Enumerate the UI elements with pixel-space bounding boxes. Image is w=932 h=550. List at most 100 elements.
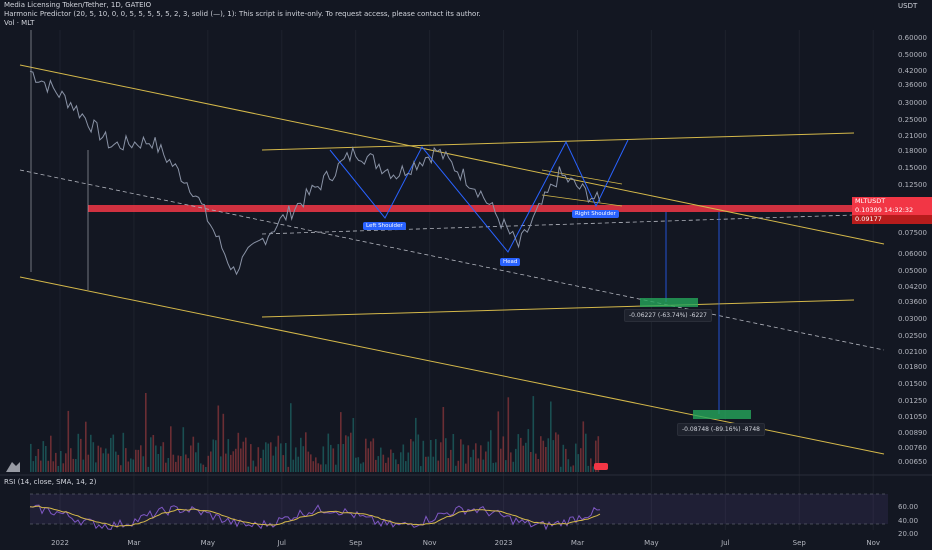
volume-bar [112, 434, 115, 472]
target1-measure: -0.06227 (-63.74%) -6227 [624, 309, 712, 322]
volume-bar [160, 446, 162, 472]
price-tick: 0.01050 [898, 413, 927, 422]
volume-bar [115, 451, 117, 472]
volume-bar [37, 449, 40, 472]
rsi-band [30, 494, 888, 524]
last-price-tag: 0.10399 14:32:32 [852, 206, 932, 215]
price-tick: 0.05000 [898, 266, 927, 275]
volume-bar [565, 448, 567, 472]
volume-bar [140, 445, 142, 472]
volume-bar [230, 454, 232, 472]
volume-bar [320, 464, 322, 472]
top-resistance-line [261, 132, 855, 151]
volume-bar [260, 458, 262, 472]
volume-bar [170, 426, 172, 472]
volume-bar [402, 444, 405, 472]
volume-bar [100, 447, 102, 472]
volume-bar [342, 444, 345, 472]
volume-bar [240, 448, 242, 472]
volume-bar [110, 437, 112, 472]
volume-bar [130, 458, 132, 472]
volume-bar [67, 410, 70, 472]
volume-bar [250, 444, 252, 472]
volume-bar [90, 434, 92, 472]
volume-bar [32, 461, 35, 472]
volume-bar [582, 421, 585, 472]
time-tick: 2022 [51, 539, 69, 547]
time-tick: Nov [866, 539, 881, 547]
target2-measure: -0.08748 (-89.16%) -8748 [677, 423, 765, 436]
volume-bar [332, 448, 335, 472]
volume-bar [490, 430, 492, 472]
volume-bar [142, 456, 145, 472]
volume-bar [587, 465, 590, 472]
target2-box [693, 410, 751, 419]
volume-bar [277, 435, 280, 472]
volume-bar [30, 443, 32, 472]
time-tick: 2023 [494, 539, 513, 547]
volume-bar [82, 459, 85, 472]
volume-bar [127, 461, 130, 472]
volume-bar [380, 447, 382, 472]
countdown: 14:32:32 [883, 206, 914, 214]
volume-bar [412, 441, 415, 472]
volume-bar [255, 466, 257, 472]
chart-title: Media Licensing Token/Tether, 1D, GATEIO [4, 1, 152, 9]
volume-bar [225, 453, 227, 472]
volume-bar [517, 434, 520, 472]
volume-bar [452, 434, 455, 472]
volume-bar [420, 466, 422, 472]
volume-bar [105, 448, 107, 472]
flag-icon[interactable] [594, 463, 608, 470]
volume-bar [450, 449, 452, 472]
wedge-line-2 [541, 194, 623, 207]
volume-bar [310, 454, 312, 472]
price-tick: 0.15000 [898, 163, 927, 172]
volume-bar [70, 448, 72, 472]
volume-bar [475, 443, 477, 472]
volume-bar [445, 438, 447, 472]
volume-bar [350, 432, 352, 472]
volume-bar [500, 448, 502, 472]
volume-bar [555, 432, 557, 472]
volume-bar [515, 448, 517, 472]
volume-bar [425, 456, 427, 472]
volume-bar [162, 442, 165, 472]
volume-bar [355, 457, 357, 472]
neck-dashed-line [261, 214, 855, 235]
volume-bar [527, 429, 530, 472]
volume-bar [550, 401, 552, 472]
time-tick: Nov [422, 539, 437, 547]
volume-bar [222, 413, 225, 472]
volume-bar [370, 441, 372, 472]
volume-bar [337, 444, 340, 472]
volume-bar [372, 438, 375, 472]
volume-bar [472, 449, 475, 472]
volume-bar [365, 438, 367, 472]
volume-bar [340, 412, 342, 472]
price-tick: 0.60000 [898, 33, 927, 42]
volume-bar [217, 405, 220, 472]
price-tick: 0.18000 [898, 146, 927, 155]
time-tick: Mar [570, 539, 585, 547]
volume-bar [102, 453, 105, 472]
volume-bar [317, 463, 320, 472]
channel-mid-line [19, 169, 885, 351]
volume-bar [55, 452, 57, 472]
volume-bar [125, 448, 127, 472]
rsi-series [29, 504, 601, 531]
volume-bar [312, 461, 315, 472]
volume-bar [405, 461, 407, 472]
price-tick: 0.00760 [898, 443, 927, 452]
volume-bars [30, 393, 600, 472]
volume-bar [80, 438, 82, 472]
volume-bar [427, 456, 430, 472]
volume-bar [50, 435, 52, 472]
volume-bar [145, 393, 147, 472]
price-tick: 0.42000 [898, 67, 927, 75]
volume-bar [257, 447, 260, 472]
volume-bar [227, 439, 230, 472]
volume-bar [72, 458, 75, 472]
volume-bar [295, 447, 297, 472]
